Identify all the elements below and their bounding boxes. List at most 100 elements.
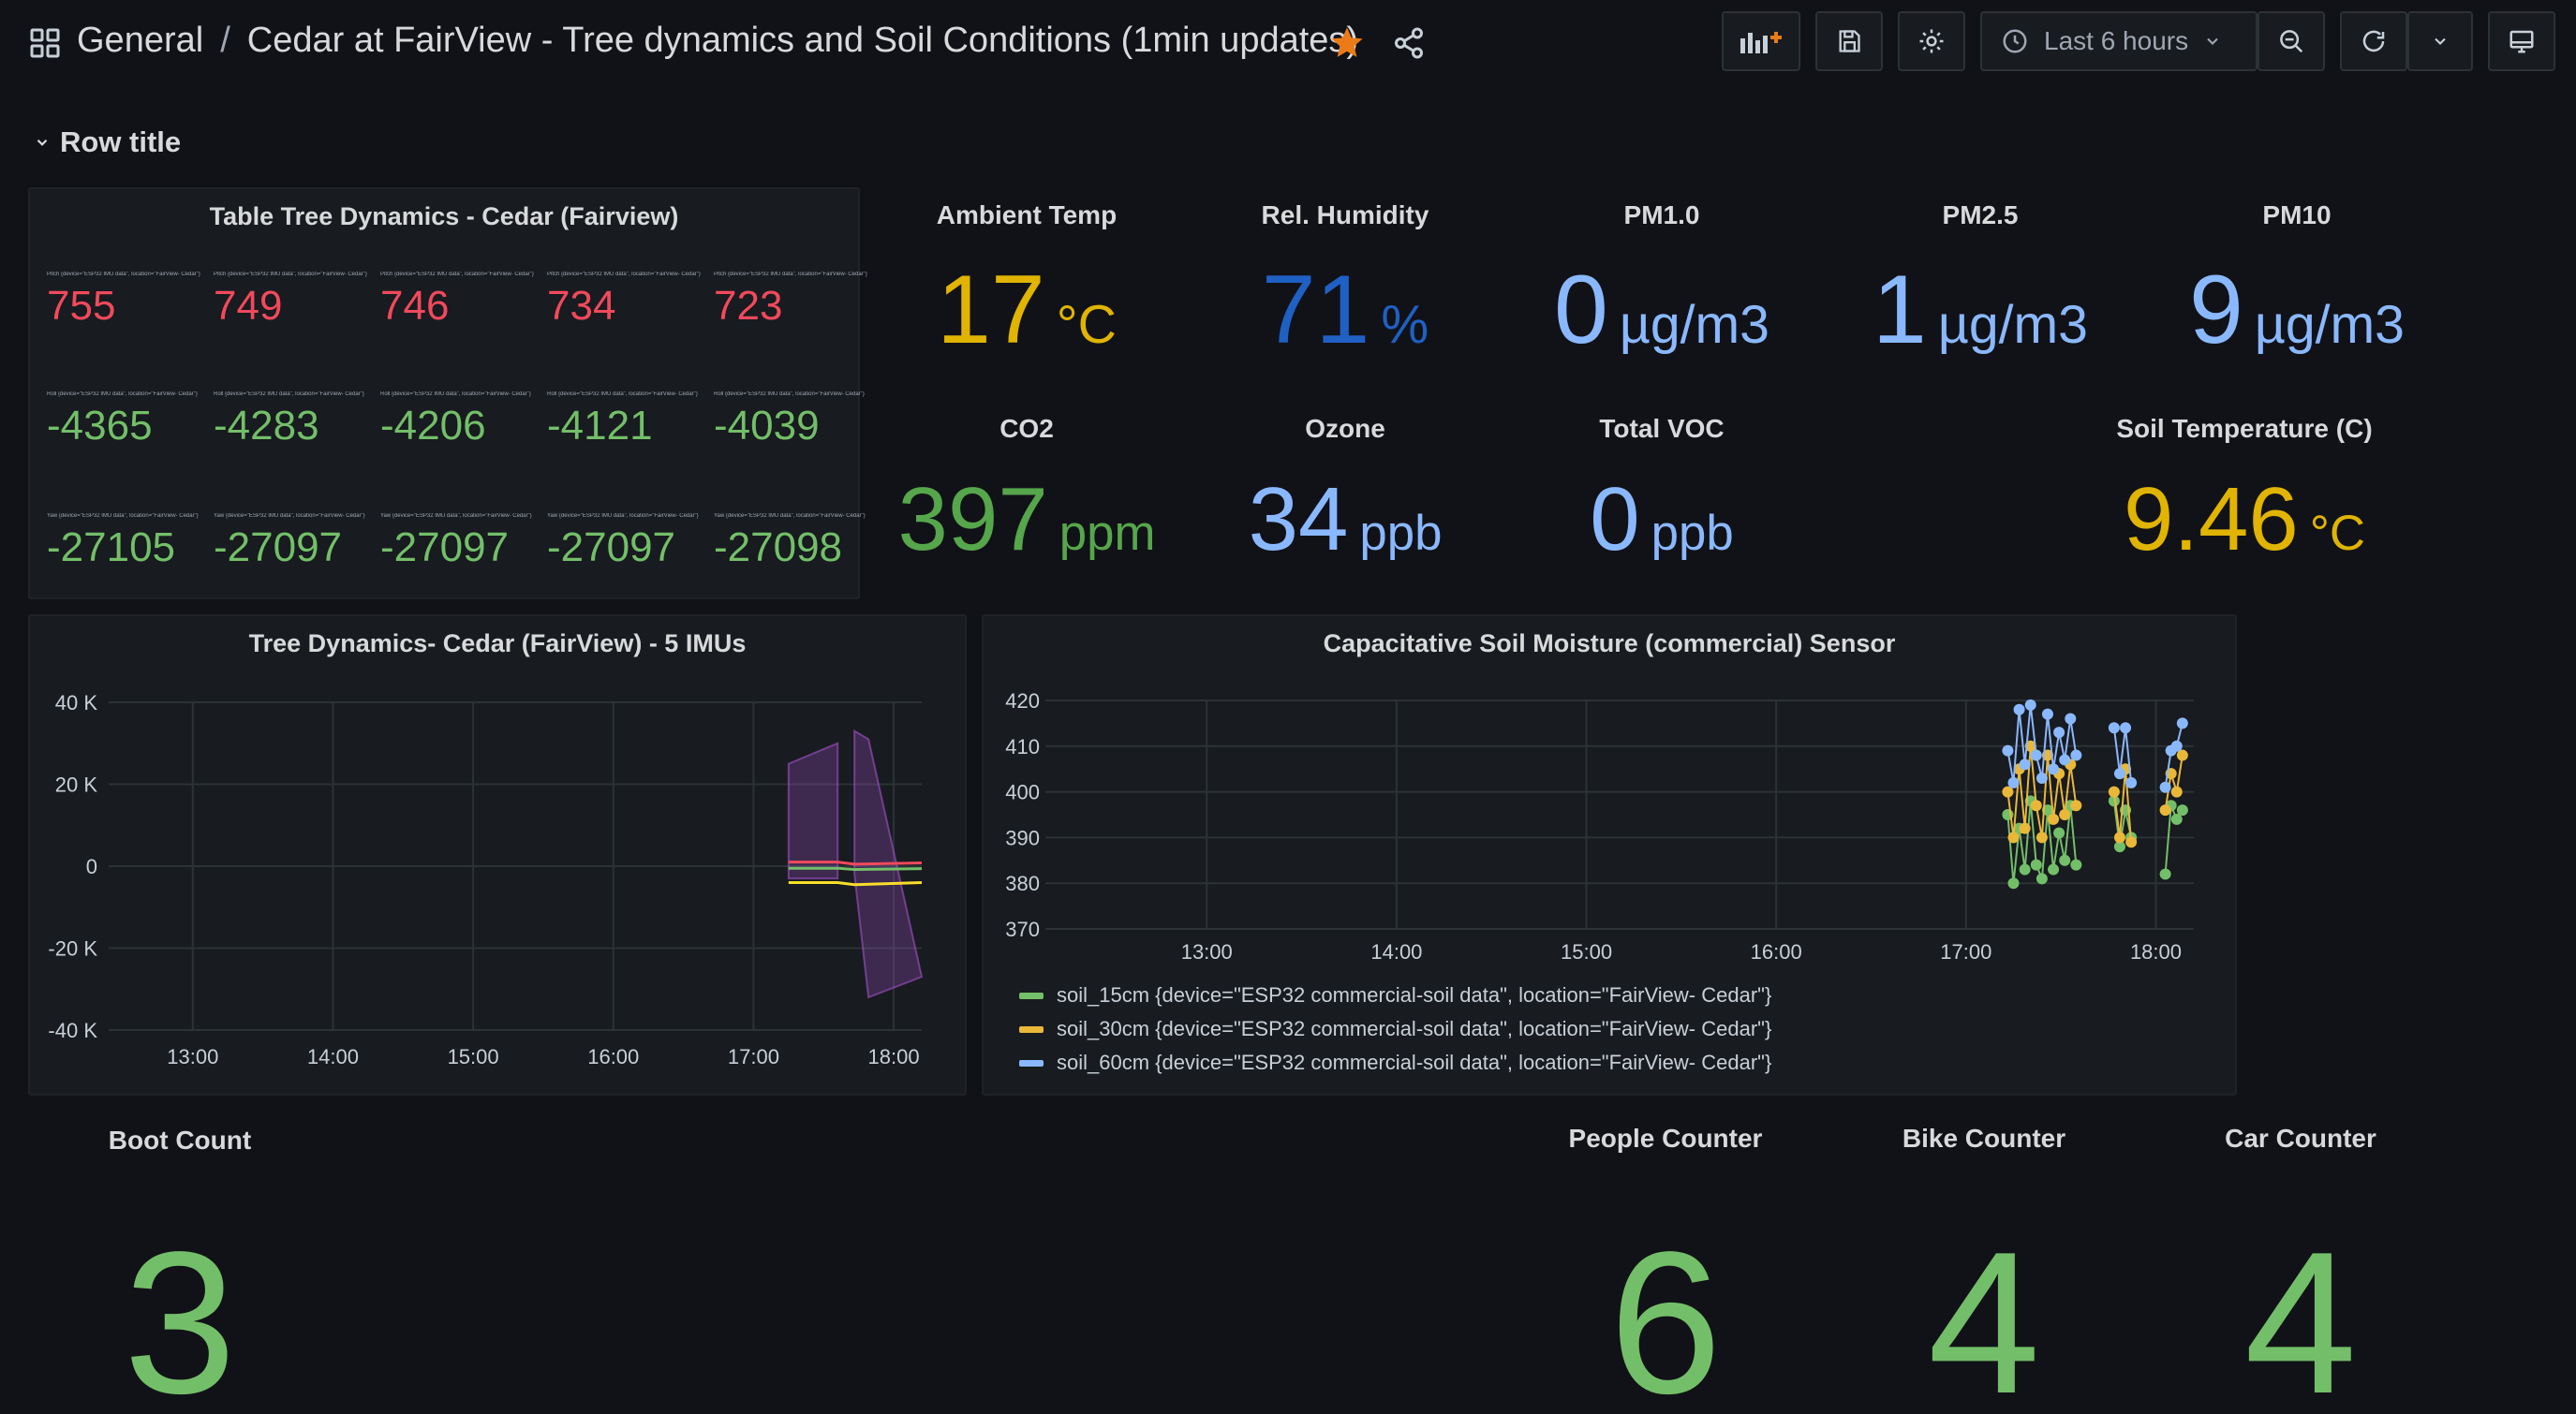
stat-panel-total-voc[interactable]: Total VOC 0 ppb bbox=[1456, 414, 1868, 571]
stat-panel-pm1-0[interactable]: PM1.0 0 µg/m3 bbox=[1456, 200, 1868, 366]
stat-value: 34 ppb bbox=[1139, 468, 1551, 571]
table-tree-dynamics-panel[interactable]: Table Tree Dynamics - Cedar (Fairview) P… bbox=[28, 187, 867, 599]
stat-value: 9.46 °C bbox=[2038, 468, 2450, 571]
data-point bbox=[2030, 800, 2042, 812]
stat-title: Total VOC bbox=[1599, 414, 1725, 443]
data-point bbox=[2070, 800, 2082, 812]
stat-title: PM10 bbox=[2262, 200, 2332, 229]
legend-label: soil_30cm {device="ESP32 commercial-soil… bbox=[1057, 1017, 1772, 1040]
x-tick-label: 13:00 bbox=[167, 1045, 218, 1068]
data-point bbox=[2113, 832, 2125, 844]
table-cell-label: Yaw {device="ESP32 IMU data", location="… bbox=[380, 513, 532, 519]
refresh-button[interactable] bbox=[2340, 11, 2407, 71]
share-icon[interactable] bbox=[1392, 26, 1426, 60]
data-point bbox=[2170, 813, 2183, 825]
stat-number: 0 bbox=[1590, 469, 1640, 569]
stat-unit: µg/m3 bbox=[1937, 295, 2088, 355]
data-point bbox=[2007, 776, 2020, 788]
stat-panel-car-counter[interactable]: Car Counter 4 bbox=[2095, 1124, 2507, 1414]
table-cell: Yaw {device="ESP32 IMU data", location="… bbox=[714, 513, 873, 571]
dashboard-settings-button[interactable] bbox=[1898, 11, 1965, 71]
data-point bbox=[2048, 863, 2060, 876]
stat-title: Ozone bbox=[1305, 414, 1385, 443]
stat-number: 9 bbox=[2189, 256, 2243, 364]
table-cell-value: -27097 bbox=[547, 524, 676, 570]
soil-moisture-chart: 420 410 400 390 380 370 13:00 14:00 15:00 16:00 17… bbox=[1005, 689, 2194, 964]
y-tick-label: 420 bbox=[1005, 689, 1040, 713]
x-tick-label: 14:00 bbox=[1370, 940, 1422, 964]
breadcrumb-root[interactable]: General bbox=[77, 21, 204, 60]
stat-panel-co2[interactable]: CO2 397 ppm bbox=[821, 414, 1233, 571]
data-point bbox=[2007, 877, 2020, 890]
table-cell: Pitch {device="ESP32 IMU data", location… bbox=[547, 272, 706, 330]
table-cell: Roll {device="ESP32 IMU data", location=… bbox=[547, 391, 706, 449]
y-tick-label: 20 K bbox=[55, 773, 98, 797]
table-cell-value: -4283 bbox=[214, 403, 319, 449]
table-cell: Yaw {device="ESP32 IMU data", location="… bbox=[380, 513, 540, 571]
table-cell-value: 723 bbox=[714, 283, 783, 329]
star-icon[interactable] bbox=[1328, 24, 1366, 62]
stat-title: Soil Temperature (C) bbox=[2116, 414, 2373, 443]
save-dashboard-button[interactable] bbox=[1815, 11, 1883, 71]
data-point bbox=[2048, 813, 2060, 825]
y-tick-label: 370 bbox=[1005, 918, 1040, 941]
stat-panel-soil-temperature-c-[interactable]: Soil Temperature (C) 9.46 °C bbox=[2038, 414, 2450, 571]
table-cell: Roll {device="ESP32 IMU data", location=… bbox=[47, 391, 206, 449]
data-point bbox=[2024, 699, 2036, 711]
y-tick-label: -40 K bbox=[48, 1019, 97, 1042]
stat-panel-boot-count[interactable]: Boot Count 3 bbox=[0, 1126, 386, 1414]
add-panel-button[interactable] bbox=[1722, 11, 1800, 71]
stat-title: PM2.5 bbox=[1942, 200, 2019, 229]
legend-item[interactable]: soil_60cm {device="ESP32 commercial-soil… bbox=[1019, 1051, 1771, 1075]
tree-dynamics-chart: 40 K 20 K 0 -20 K -40 K 13:00 14:00 15:00 16:00 1… bbox=[48, 691, 924, 1068]
zoom-out-button[interactable] bbox=[2258, 11, 2325, 71]
stat-title: CO2 bbox=[999, 414, 1054, 443]
stat-number: 397 bbox=[897, 469, 1048, 569]
zoom-out-icon bbox=[2280, 30, 2303, 53]
stat-panel-pm10[interactable]: PM10 9 µg/m3 bbox=[2091, 200, 2503, 366]
table-cell-label: Yaw {device="ESP32 IMU data", location="… bbox=[214, 513, 365, 519]
table-cell-value: -4206 bbox=[380, 403, 486, 449]
stat-unit: µg/m3 bbox=[2254, 295, 2405, 355]
soil-moisture-chart-panel[interactable]: Capacitative Soil Moisture (commercial) … bbox=[982, 614, 2237, 1096]
table-cell-value: 734 bbox=[547, 283, 616, 329]
stat-panel-pm2-5[interactable]: PM2.5 1 µg/m3 bbox=[1774, 200, 2186, 366]
stat-panel-rel-humidity[interactable]: Rel. Humidity 71% bbox=[1139, 200, 1551, 366]
data-point bbox=[2120, 722, 2132, 734]
stat-panel-bike-counter[interactable]: Bike Counter 4 bbox=[1778, 1124, 2190, 1414]
data-point bbox=[2170, 740, 2183, 752]
time-range-picker[interactable]: Last 6 hours bbox=[1980, 11, 2258, 71]
legend-item[interactable]: soil_15cm {device="ESP32 commercial-soil… bbox=[1019, 983, 1771, 1008]
refresh-interval-dropdown[interactable] bbox=[2407, 11, 2473, 71]
table-cell-value: -27105 bbox=[47, 524, 176, 570]
table-cell: Pitch {device="ESP32 IMU data", location… bbox=[214, 272, 373, 330]
x-tick-label: 18:00 bbox=[868, 1045, 920, 1068]
table-cell-label: Pitch {device="ESP32 IMU data", location… bbox=[547, 272, 701, 277]
table-cell-value: -27098 bbox=[714, 524, 843, 570]
data-point bbox=[2125, 776, 2138, 788]
table-cell-label: Roll {device="ESP32 IMU data", location=… bbox=[47, 391, 198, 397]
row-header[interactable]: Row title bbox=[34, 125, 181, 159]
stat-panel-ozone[interactable]: Ozone 34 ppb bbox=[1139, 414, 1551, 571]
stat-panel-people-counter[interactable]: People Counter 6 bbox=[1459, 1124, 1872, 1414]
table-cell-value: -4121 bbox=[547, 403, 653, 449]
dashboard-title[interactable]: Cedar at FairView - Tree dynamics and So… bbox=[246, 21, 1359, 60]
stat-value: 9 µg/m3 bbox=[2091, 255, 2503, 366]
stat-title: PM1.0 bbox=[1623, 200, 1700, 229]
legend-item[interactable]: soil_30cm {device="ESP32 commercial-soil… bbox=[1019, 1017, 1771, 1041]
x-tick-label: 17:00 bbox=[1940, 940, 1991, 964]
data-point bbox=[2053, 827, 2065, 839]
tv-mode-button[interactable] bbox=[2488, 11, 2555, 71]
y-tick-label: 400 bbox=[1005, 781, 1040, 804]
stat-title: Rel. Humidity bbox=[1261, 200, 1429, 229]
stat-number: 71 bbox=[1261, 256, 1370, 364]
table-cell: Yaw {device="ESP32 IMU data", location="… bbox=[47, 513, 206, 571]
data-point bbox=[2007, 832, 2020, 844]
stat-panel-ambient-temp[interactable]: Ambient Temp 17 °C bbox=[821, 200, 1233, 366]
data-point bbox=[2048, 763, 2060, 775]
data-point bbox=[2125, 836, 2138, 848]
x-tick-label: 18:00 bbox=[2130, 940, 2182, 964]
apps-icon[interactable] bbox=[30, 28, 60, 58]
tree-dynamics-chart-panel[interactable]: Tree Dynamics- Cedar (FairView) - 5 IMUs… bbox=[28, 614, 967, 1096]
stat-unit: ppm bbox=[1059, 506, 1156, 561]
